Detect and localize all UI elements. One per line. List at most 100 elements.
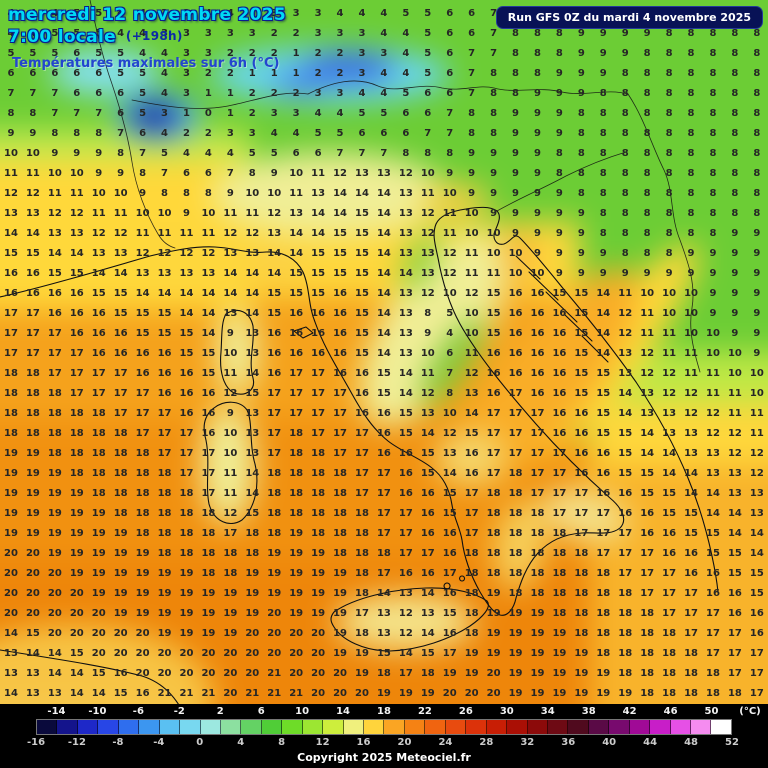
temperature-value: 21 — [267, 688, 282, 699]
temperature-value: 11 — [223, 488, 238, 499]
temperature-value: 9 — [512, 168, 520, 179]
temperature-value: 14 — [420, 588, 435, 599]
temperature-value: 19 — [596, 688, 611, 699]
temperature-value: 15 — [662, 508, 677, 519]
temperature-value: 14 — [706, 508, 720, 519]
temperature-value: 8 — [621, 128, 629, 139]
temperature-value: 10 — [464, 208, 479, 219]
temperature-value: 17 — [706, 628, 720, 639]
temperature-value: 16 — [157, 388, 172, 399]
temperature-value: 18 — [91, 428, 106, 439]
grid-row: 18 18 18 18 18 18 17 17 17 16 10 13 17 18 17 17 17 16 15 14… — [0, 424, 768, 444]
temperature-value: 11 — [727, 388, 742, 399]
temperature-value: 6 — [95, 68, 103, 79]
temperature-value: 11 — [618, 288, 633, 299]
temperature-value: 19 — [179, 588, 194, 599]
temperature-value: 20 — [25, 568, 40, 579]
temperature-value: 16 — [552, 348, 567, 359]
temperature-value: 9 — [555, 128, 563, 139]
field-blob — [201, 405, 255, 525]
temperature-value: 12 — [25, 188, 40, 199]
temperature-value: 19 — [552, 648, 567, 659]
temperature-value: 20 — [47, 608, 62, 619]
temperature-value: 17 — [223, 528, 238, 539]
temperature-value: 7 — [73, 108, 81, 119]
temperature-value: 18 — [574, 608, 589, 619]
temperature-value: 18 — [552, 588, 567, 599]
temperature-value: 8 — [424, 148, 432, 159]
temperature-value: 20 — [311, 648, 326, 659]
temperature-value: 14 — [201, 288, 216, 299]
temperature-value: 9 — [577, 88, 585, 99]
temperature-value: 18 — [47, 388, 62, 399]
temperature-value: 17 — [333, 388, 347, 399]
temperature-value: 16 — [552, 308, 567, 319]
temperature-value: 17 — [574, 508, 589, 519]
temperature-value: 3 — [204, 48, 212, 59]
temperature-value: 16 — [311, 308, 326, 319]
temperature-value: 16 — [376, 448, 391, 459]
temperature-value: 13 — [398, 588, 413, 599]
temperature-value: 18 — [640, 608, 655, 619]
temperature-value: 14 — [376, 328, 391, 339]
temperature-value: 10 — [135, 208, 150, 219]
scale-label: 22 — [417, 706, 432, 717]
temperature-value: 19 — [574, 648, 589, 659]
scale-color-cell — [364, 720, 385, 734]
temperature-value: 19 — [574, 668, 589, 679]
temperature-value: 3 — [182, 68, 190, 79]
temperature-value: 20 — [201, 648, 216, 659]
temperature-value: 8 — [555, 28, 563, 39]
temperature-value: 14 — [596, 328, 611, 339]
temperature-value: 11 — [442, 228, 457, 239]
scale-color-cell — [404, 720, 426, 734]
temperature-value: 8 — [687, 188, 695, 199]
temperature-value: 18 — [486, 528, 501, 539]
temperature-value: 18 — [201, 528, 216, 539]
temperature-value: 16 — [596, 468, 611, 479]
scale-label: 16 — [356, 737, 371, 748]
temperature-value: 17 — [398, 508, 413, 519]
temperature-value: 8 — [621, 188, 629, 199]
temperature-value: 15 — [245, 388, 260, 399]
temperature-value: 19 — [47, 468, 62, 479]
temperature-value: 5 — [358, 108, 366, 119]
temperature-value: 20 — [91, 608, 106, 619]
temperature-value: 19 — [157, 588, 172, 599]
temperature-value: 18 — [113, 428, 128, 439]
temperature-value: 15 — [706, 548, 720, 559]
temperature-value: 4 — [161, 48, 169, 59]
temperature-value: 19 — [530, 648, 545, 659]
temperature-value: 18 — [684, 648, 698, 659]
temperature-value: 6 — [402, 128, 410, 139]
temperature-value: 15 — [355, 248, 369, 259]
temperature-value: 17 — [25, 348, 40, 359]
temperature-value: 14 — [464, 408, 479, 419]
grid-row: 7 7 7 6 6 6 5 4 3 1 1 2 2 2 3 3 4 4 5 6 6 7 8 8 9 9 9 8 8 8 8 8 8 8 8 — [0, 84, 768, 104]
temperature-value: 14 — [662, 468, 677, 479]
temperature-value: 2 — [336, 68, 344, 79]
temperature-value: 16 — [530, 368, 545, 379]
temperature-value: 18 — [91, 448, 106, 459]
temperature-value: 5 — [139, 88, 147, 99]
temperature-value: 16 — [69, 308, 84, 319]
temperature-value: 3 — [358, 68, 366, 79]
temperature-value: 12 — [749, 468, 764, 479]
temperature-value: 10 — [201, 208, 216, 219]
temperature-value: 3 — [226, 28, 234, 39]
temperature-value: 15 — [727, 568, 742, 579]
temperature-value: 20 — [245, 648, 260, 659]
temperature-value: 17 — [684, 608, 698, 619]
temperature-value: 10 — [530, 268, 545, 279]
temperature-value: 16 — [333, 308, 347, 319]
scale-label: 34 — [540, 706, 555, 717]
temperature-value: 20 — [311, 668, 326, 679]
temperature-value: 18 — [267, 528, 282, 539]
temperature-value: 13 — [749, 508, 764, 519]
temperature-value: 17 — [376, 528, 391, 539]
coastline-corsica — [220, 309, 255, 395]
temperature-value: 19 — [25, 528, 40, 539]
temperature-value: 18 — [69, 468, 84, 479]
temperature-value: 4 — [358, 8, 366, 19]
